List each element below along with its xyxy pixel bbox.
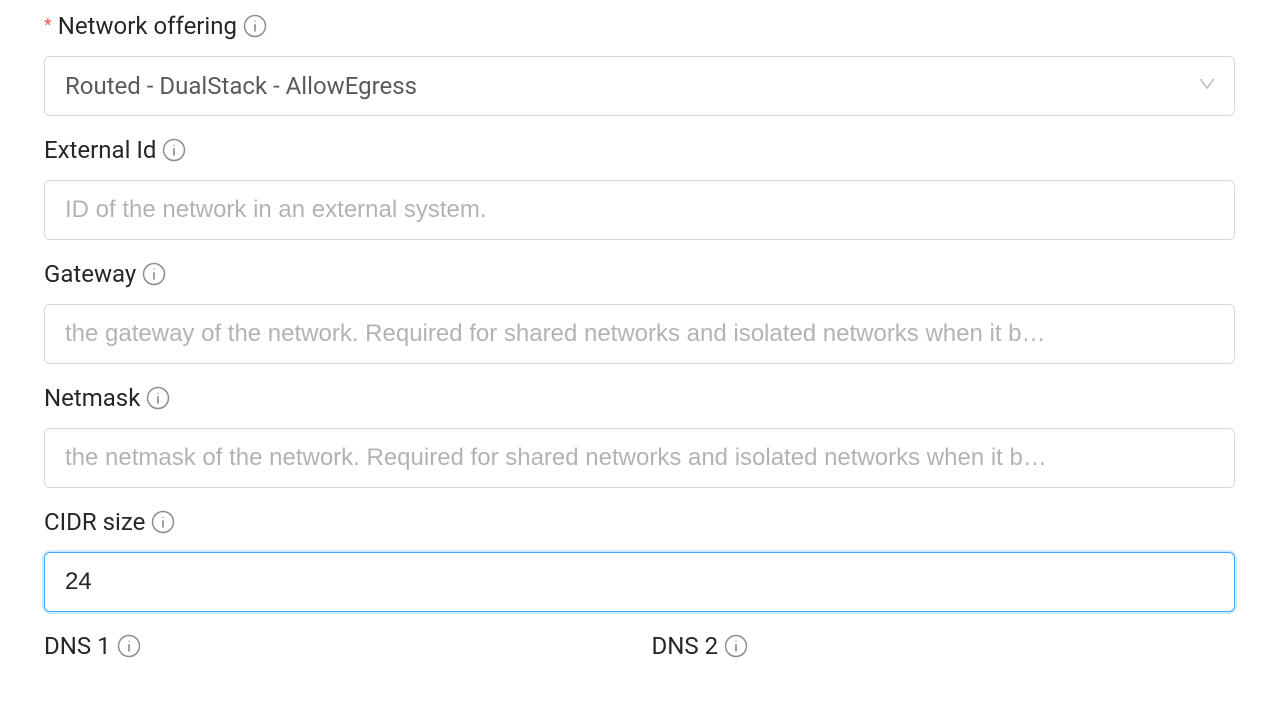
netmask-input[interactable]	[44, 428, 1235, 488]
info-icon[interactable]	[724, 634, 748, 658]
select-value: Routed - DualStack - AllowEgress	[65, 72, 417, 100]
label-gateway: Gateway	[44, 256, 1235, 292]
label-cidr-size: CIDR size	[44, 504, 1235, 540]
field-cidr-size: CIDR size	[44, 504, 1235, 612]
info-icon[interactable]	[142, 262, 166, 286]
gateway-input[interactable]	[44, 304, 1235, 364]
label-dns1: DNS 1	[44, 628, 628, 660]
info-icon[interactable]	[162, 138, 186, 162]
field-gateway: Gateway	[44, 256, 1235, 364]
label-network-offering: * Network offering	[44, 8, 1235, 44]
info-icon[interactable]	[151, 510, 175, 534]
select-display[interactable]: Routed - DualStack - AllowEgress	[44, 56, 1235, 116]
label-text: Gateway	[44, 256, 136, 292]
network-offering-select[interactable]: Routed - DualStack - AllowEgress	[44, 56, 1235, 116]
info-icon[interactable]	[117, 634, 141, 658]
field-dns2: DNS 2	[652, 628, 1236, 644]
field-network-offering: * Network offering Routed - DualStack - …	[44, 8, 1235, 116]
info-icon[interactable]	[243, 14, 267, 38]
dns-row: DNS 1 DNS 2	[44, 628, 1235, 660]
label-text: DNS 2	[652, 628, 719, 660]
label-text: DNS 1	[44, 628, 111, 660]
label-text: Network offering	[58, 8, 237, 44]
label-text: External Id	[44, 132, 156, 168]
label-external-id: External Id	[44, 132, 1235, 168]
info-icon[interactable]	[146, 386, 170, 410]
required-mark: *	[44, 16, 52, 36]
label-text: Netmask	[44, 380, 140, 416]
label-netmask: Netmask	[44, 380, 1235, 416]
cidr-size-input[interactable]	[44, 552, 1235, 612]
external-id-input[interactable]	[44, 180, 1235, 240]
label-text: CIDR size	[44, 504, 145, 540]
field-external-id: External Id	[44, 132, 1235, 240]
field-netmask: Netmask	[44, 380, 1235, 488]
label-dns2: DNS 2	[652, 628, 1236, 660]
field-dns1: DNS 1	[44, 628, 628, 644]
